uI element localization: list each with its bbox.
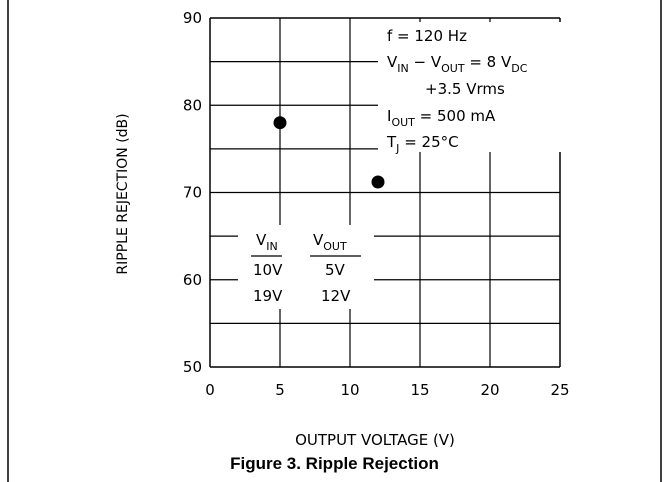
data-points bbox=[273, 116, 385, 189]
x-axis-title: OUTPUT VOLTAGE (V) bbox=[295, 431, 455, 449]
conditions-backdrop bbox=[378, 22, 563, 152]
table-row-2-vout: 12V bbox=[321, 287, 351, 305]
condition-frequency: f = 120 Hz bbox=[387, 27, 467, 45]
table-vout-header: VOUT bbox=[313, 231, 347, 253]
condition-voltage-diff: VIN − VOUT = 8 VDC bbox=[387, 53, 528, 75]
data-point bbox=[371, 175, 385, 189]
data-point bbox=[273, 116, 287, 130]
y-tick-label: 70 bbox=[183, 184, 202, 202]
y-tick-label: 80 bbox=[183, 96, 202, 114]
y-tick-label: 50 bbox=[183, 358, 202, 376]
x-tick-label: 25 bbox=[550, 381, 569, 399]
voltage-table: VIN VOUT 10V 5V 19V 12V bbox=[251, 231, 361, 305]
y-tick-label: 90 bbox=[183, 9, 202, 27]
x-tick-label: 5 bbox=[275, 381, 285, 399]
x-tick-label: 15 bbox=[410, 381, 429, 399]
x-tick-label: 10 bbox=[340, 381, 359, 399]
x-tick-label: 0 bbox=[205, 381, 215, 399]
table-row-1-vin: 10V bbox=[253, 261, 283, 279]
table-vin-header: VIN bbox=[256, 231, 278, 253]
figure-caption: Figure 3. Ripple Rejection bbox=[230, 454, 439, 473]
condition-ripple: +3.5 Vrms bbox=[425, 80, 505, 98]
table-backdrop bbox=[238, 225, 374, 309]
table-row-2-vin: 19V bbox=[253, 287, 283, 305]
condition-temperature: TJ = 25°C bbox=[386, 133, 459, 155]
conditions-annotation: f = 120 Hz VIN − VOUT = 8 VDC +3.5 Vrms … bbox=[386, 27, 528, 155]
tick-labels: 0 5 10 15 20 25 50 60 70 80 90 bbox=[183, 9, 570, 399]
y-axis-title: RIPPLE REJECTION (dB) bbox=[115, 113, 131, 274]
x-tick-label: 20 bbox=[480, 381, 499, 399]
table-row-1-vout: 5V bbox=[325, 261, 346, 279]
y-tick-label: 60 bbox=[183, 271, 202, 289]
condition-output-current: IOUT = 500 mA bbox=[387, 107, 496, 129]
